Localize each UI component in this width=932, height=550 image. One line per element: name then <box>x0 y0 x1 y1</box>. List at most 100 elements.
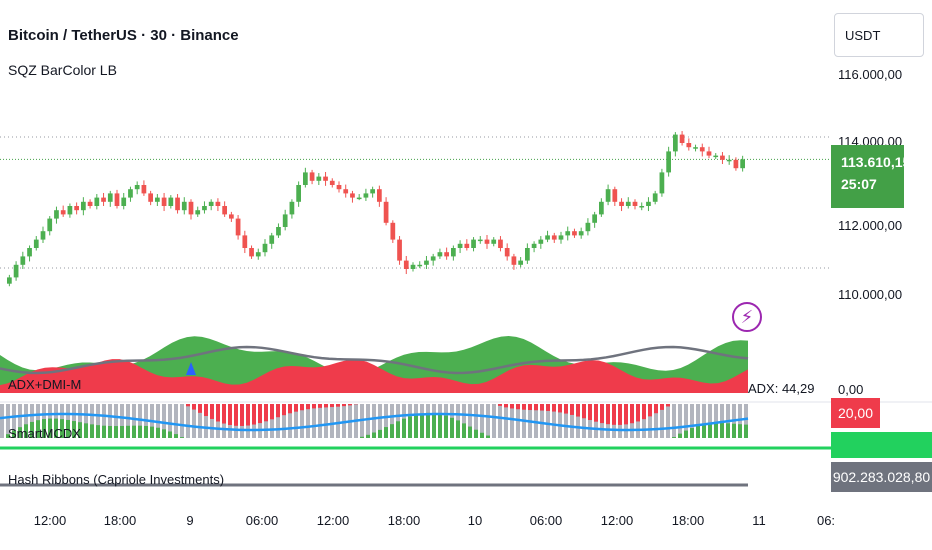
smartmcdx-bar-bg <box>330 404 334 438</box>
lightning-bolt-icon[interactable]: ⚡ <box>732 302 762 332</box>
candle <box>740 159 745 169</box>
candle <box>451 248 456 257</box>
time-tick: 12:00 <box>600 513 634 528</box>
adx-label[interactable]: ADX+DMI-M <box>8 377 82 392</box>
symbol-title[interactable]: Bitcoin / TetherUS · 30 · Binance <box>8 27 239 44</box>
smartmcdx-bar-down <box>618 404 622 425</box>
smartmcdx-bar-down <box>540 404 544 411</box>
candle <box>134 185 140 190</box>
time-tick: 11 <box>752 513 766 528</box>
adx-zero-tick: 0,00 <box>838 382 864 397</box>
time-tick: 18:00 <box>103 513 137 528</box>
smartmcdx-bar-bg <box>282 404 286 438</box>
candle <box>316 176 322 181</box>
smartmcdx-bar-bg <box>660 404 664 438</box>
candle <box>195 210 201 215</box>
smartmcdx-bar-bg <box>6 404 10 438</box>
candle <box>296 185 301 202</box>
smartmcdx-bar-up <box>378 429 382 438</box>
currency-button[interactable]: USDT <box>834 13 924 57</box>
smartmcdx-bar-down <box>570 404 574 415</box>
smartmcdx-bar-up <box>450 417 454 438</box>
smartmcdx-bar-bg <box>300 404 304 438</box>
smartmcdx-bar-bg <box>492 404 496 438</box>
smartmcdx-bar-bg <box>186 404 190 438</box>
smartmcdx-bar-up <box>66 419 70 438</box>
smartmcdx-bar-down <box>234 404 238 426</box>
smartmcdx-bar-bg <box>312 404 316 438</box>
smartmcdx-bar-down <box>192 404 196 410</box>
smartmcdx-bar-bg <box>0 404 4 438</box>
smartmcdx-bar-up <box>462 423 466 438</box>
candle <box>128 189 133 198</box>
candle <box>713 155 719 158</box>
smartmcdx-bar-up <box>432 413 436 438</box>
smartmcdx-bar-bg <box>504 404 508 438</box>
smartmcdx-bar-down <box>624 404 628 425</box>
time-tick: 06:00 <box>529 513 563 528</box>
smartmcdx-bar-up <box>366 434 370 438</box>
smartmcdx-bar-down <box>582 404 586 419</box>
smartmcdx-bar-up <box>384 427 388 438</box>
smartmcdx-bar-bg <box>672 404 676 438</box>
smartmcdx-label[interactable]: SmartMCDX <box>8 426 81 441</box>
candle <box>168 197 174 206</box>
smartmcdx-bar-up <box>468 426 472 438</box>
smartmcdx-bar-bg <box>396 404 400 438</box>
smartmcdx-bar-down <box>528 404 532 411</box>
smartmcdx-bar-up <box>54 418 58 438</box>
smartmcdx-bar-down <box>510 404 514 409</box>
smartmcdx-bar-down <box>588 404 592 421</box>
candle <box>706 151 712 156</box>
candle <box>518 260 523 265</box>
smartmcdx-bar-down <box>342 404 346 407</box>
candle <box>114 193 120 206</box>
candle <box>390 222 396 240</box>
smartmcdx-bar-bg <box>474 404 478 438</box>
smartmcdx-bar-down <box>312 404 316 409</box>
smartmcdx-bar-bg <box>678 404 682 438</box>
smartmcdx-bar-down <box>534 404 538 411</box>
candle <box>471 239 476 248</box>
smartmcdx-bar-bg <box>696 404 700 438</box>
smartmcdx-bar-bg <box>642 404 646 438</box>
smartmcdx-bar-up <box>162 429 166 438</box>
candle <box>47 218 53 232</box>
smartmcdx-bar-bg <box>462 404 466 438</box>
smartmcdx-bar-up <box>420 413 424 438</box>
candle <box>457 243 463 248</box>
candle <box>81 201 86 211</box>
candle <box>551 235 557 240</box>
smartmcdx-bar-bg <box>480 404 484 438</box>
smartmcdx-bar-up <box>120 425 124 438</box>
candle <box>13 264 19 278</box>
hash-ribbons-label[interactable]: Hash Ribbons (Capriole Investments) <box>8 472 225 487</box>
candle <box>350 193 355 198</box>
smartmcdx-bar-up <box>474 429 478 438</box>
adx-value: ADX: 44,29 <box>748 381 815 396</box>
candle <box>430 256 436 261</box>
smartmcdx-bar-down <box>288 404 292 414</box>
candle <box>208 201 214 206</box>
candle <box>74 206 79 211</box>
smartmcdx-bar-down <box>258 404 262 424</box>
time-tick: 12:00 <box>33 513 67 528</box>
candle <box>383 201 389 223</box>
candle <box>356 197 362 200</box>
smartmcdx-bar-up <box>402 418 406 438</box>
candle <box>578 231 584 236</box>
blue-triangle-marker <box>186 362 196 375</box>
smartmcdx-bar-down <box>240 404 244 426</box>
candle <box>309 172 315 181</box>
candle <box>289 201 295 215</box>
smartmcdx-bar-up <box>90 424 94 438</box>
smartmcdx-bar-up <box>150 426 154 438</box>
candle <box>397 239 402 261</box>
indicator-title[interactable]: SQZ BarColor LB <box>8 62 117 78</box>
candle <box>558 235 564 240</box>
smartmcdx-bar-down <box>318 404 322 408</box>
smartmcdx-bar-up <box>24 424 28 438</box>
smartmcdx-bar-down <box>228 404 232 425</box>
smartmcdx-bar-down <box>186 404 190 407</box>
